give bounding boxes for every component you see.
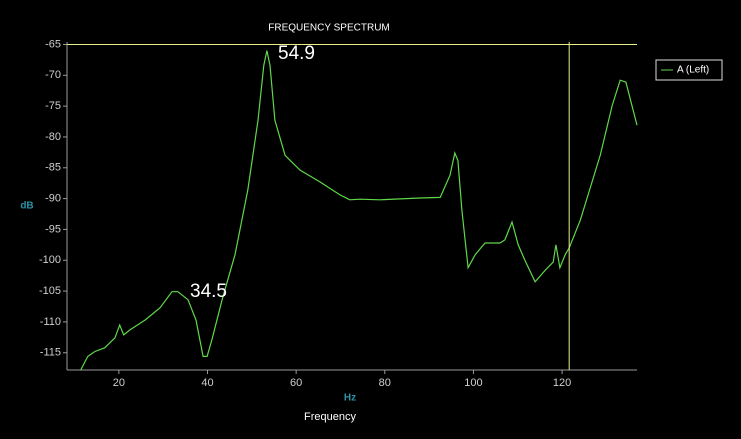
y-tick-label: -105 [39,285,61,297]
annotation: 34.5 [190,281,227,302]
y-tick-label: -80 [45,131,61,143]
y-tick-label: -65 [45,38,61,50]
x-tick-label: 40 [201,377,213,389]
x-tick-label: 20 [113,377,125,389]
chart-title: FREQUENCY SPECTRUM [268,23,390,34]
y-tick-label: -75 [45,100,61,112]
x-tick-label: 60 [290,377,302,389]
x-axis-title: Frequency [304,411,356,423]
y-tick-label: -100 [39,254,61,266]
legend-label: A (Left) [677,65,709,76]
y-tick-label: -90 [45,193,61,205]
y-tick-label: -110 [40,316,61,328]
y-tick-label: -85 [45,162,61,174]
series-line [80,50,638,371]
annotation: 54.9 [278,43,315,64]
legend-box [655,59,723,81]
x-axis-label: Hz [344,393,356,404]
y-tick-label: -70 [45,69,61,81]
y-tick-label: -115 [40,347,61,359]
x-tick-label: 120 [553,377,571,389]
x-tick-label: 80 [379,377,391,389]
x-tick-label: 100 [464,377,482,389]
y-tick-label: -95 [45,223,61,235]
y-axis-label: dB [20,201,33,212]
